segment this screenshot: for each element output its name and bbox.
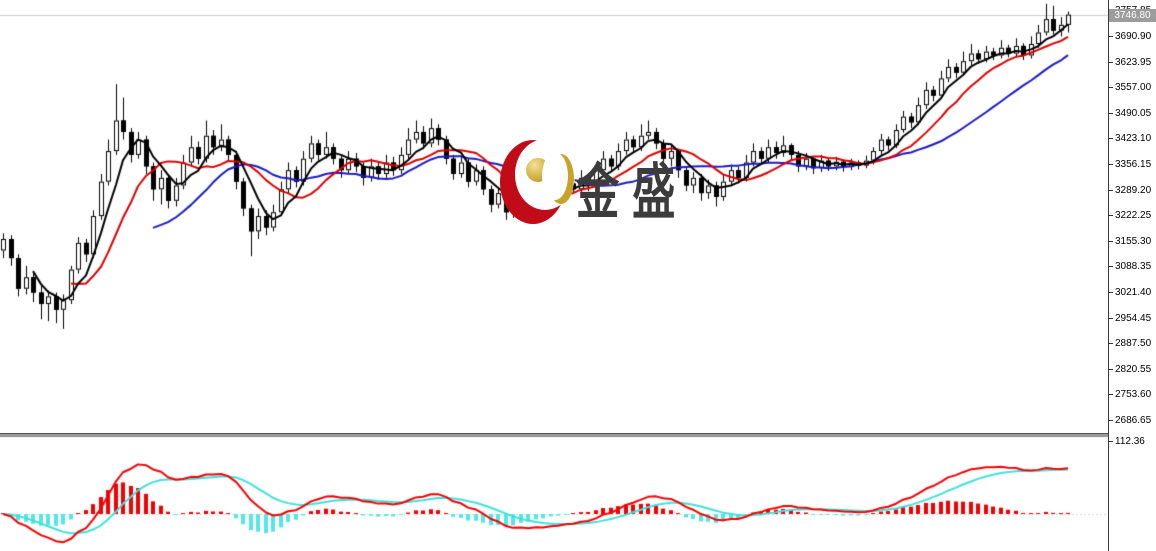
axis-tick-dash <box>1108 35 1113 37</box>
macd-indicator-canvas[interactable] <box>0 438 1108 551</box>
axis-tick-dash <box>1108 137 1113 139</box>
axis-tick-label: 3222.25 <box>1115 209 1152 221</box>
axis-tick-label: 2954.45 <box>1115 312 1152 324</box>
price-axis-border-line <box>1108 0 1109 551</box>
price-chart-canvas[interactable] <box>0 0 1108 433</box>
axis-tick-label: 2686.65 <box>1115 414 1152 426</box>
current-price-badge: 3746.80 <box>1109 9 1156 22</box>
axis-tick-dash <box>1108 189 1113 191</box>
axis-tick-label: 3289.20 <box>1115 184 1152 196</box>
axis-tick-dash <box>1108 368 1113 370</box>
axis-tick-dash <box>1108 265 1113 267</box>
axis-tick-dash <box>1108 393 1113 395</box>
axis-tick-label: 3088.35 <box>1115 260 1152 272</box>
axis-tick-label: 3690.90 <box>1115 30 1152 42</box>
price-axis: 3757.853690.903623.953557.003490.053423.… <box>1108 0 1156 551</box>
axis-tick-dash <box>1108 440 1113 442</box>
axis-tick-dash <box>1108 86 1113 88</box>
axis-tick-dash <box>1108 240 1113 242</box>
axis-tick-label: 3356.15 <box>1115 158 1152 170</box>
panel-separator[interactable] <box>0 433 1108 438</box>
axis-tick-label: 3557.00 <box>1115 81 1152 93</box>
axis-tick-dash <box>1108 163 1113 165</box>
axis-tick-dash <box>1108 61 1113 63</box>
axis-tick-dash <box>1108 291 1113 293</box>
axis-tick-label: 112.36 <box>1115 435 1145 447</box>
axis-tick-label: 2887.50 <box>1115 337 1152 349</box>
axis-tick-dash <box>1108 419 1113 421</box>
axis-tick-dash <box>1108 342 1113 344</box>
axis-tick-label: 2753.60 <box>1115 388 1152 400</box>
axis-tick-label: 2820.55 <box>1115 363 1152 375</box>
axis-tick-label: 3423.10 <box>1115 132 1152 144</box>
axis-tick-label: 3623.95 <box>1115 56 1152 68</box>
axis-tick-dash <box>1108 317 1113 319</box>
axis-tick-label: 3155.30 <box>1115 235 1152 247</box>
axis-tick-label: 3021.40 <box>1115 286 1152 298</box>
axis-tick-dash <box>1108 112 1113 114</box>
axis-tick-label: 3490.05 <box>1115 107 1152 119</box>
axis-tick-dash <box>1108 214 1113 216</box>
